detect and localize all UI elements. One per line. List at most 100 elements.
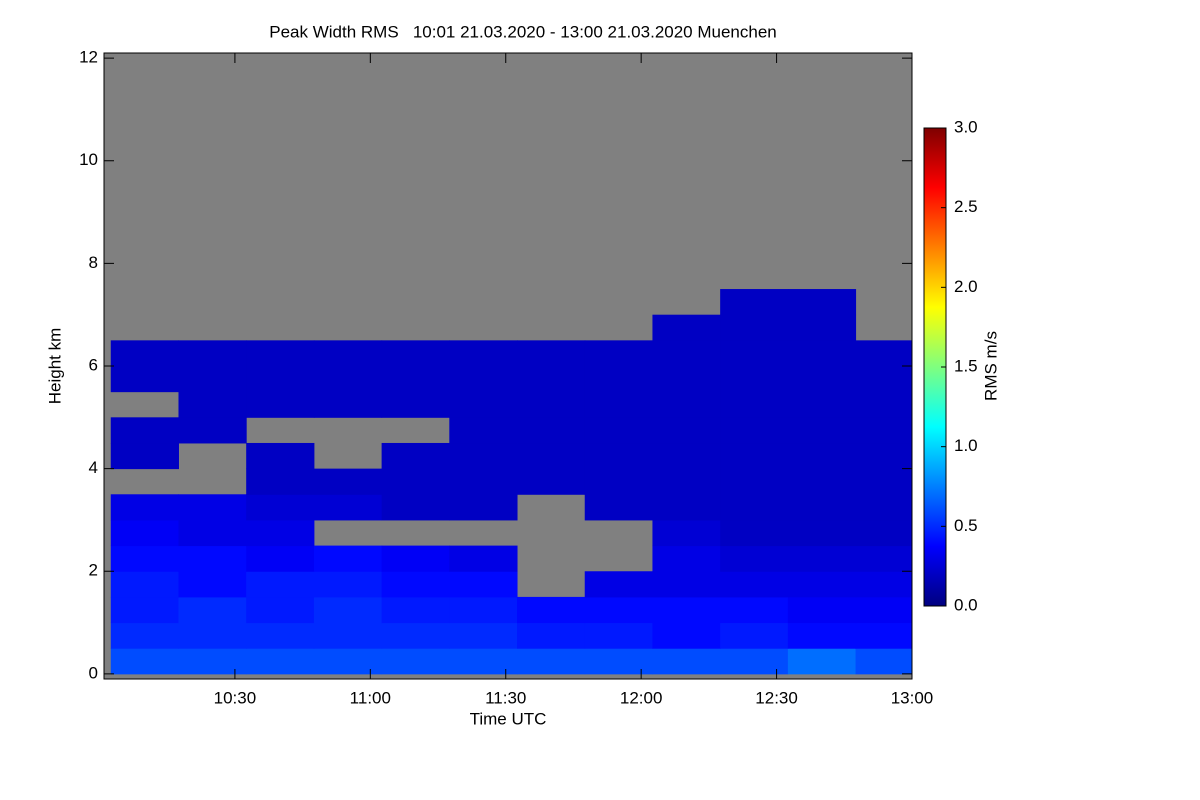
heatmap-cell — [449, 340, 518, 367]
heatmap-cell — [178, 596, 247, 624]
heatmap-cell — [720, 314, 789, 341]
heatmap-cell — [787, 596, 857, 624]
heatmap-cell — [584, 442, 653, 470]
heatmap-cell — [720, 340, 789, 367]
heatmap-cell — [246, 648, 315, 675]
heatmap-cell — [381, 468, 450, 495]
heatmap-cell — [313, 622, 383, 649]
heatmap-cell — [787, 622, 857, 649]
heatmap-cell — [787, 314, 857, 341]
heatmap-cell — [787, 571, 857, 598]
heatmap-cell — [178, 519, 247, 547]
x-tick-label: 11:30 — [485, 688, 526, 707]
heatmap-cell — [720, 366, 789, 393]
heatmap-cell — [381, 571, 450, 598]
heatmap-cell — [720, 289, 789, 316]
heatmap-cell — [381, 391, 450, 418]
colorbar-tick-label: 3.0 — [954, 117, 978, 136]
x-tick-label: 10:30 — [214, 688, 257, 707]
heatmap-cell — [787, 442, 857, 470]
colorbar-tick-label: 0.0 — [954, 595, 978, 614]
heatmap-cell — [855, 366, 912, 393]
heatmap-cell — [787, 494, 857, 521]
colorbar-tick-label: 1.5 — [954, 356, 978, 375]
heatmap-cell — [855, 442, 912, 470]
heatmap-cell — [110, 366, 179, 393]
heatmap-cell — [449, 366, 518, 393]
heatmap-cell — [449, 545, 518, 572]
heatmap-cell — [787, 648, 857, 675]
heatmap-cell — [381, 648, 450, 675]
heatmap-cell — [855, 519, 912, 547]
heatmap-cell — [787, 545, 857, 572]
heatmap-cells — [110, 289, 912, 675]
heatmap-cell — [178, 391, 247, 418]
heatmap-cell — [110, 571, 179, 598]
heatmap-cell — [178, 417, 247, 444]
heatmap-cell — [313, 391, 383, 418]
heatmap-cell — [517, 622, 586, 649]
heatmap-cell — [652, 571, 721, 598]
heatmap-cell — [449, 596, 518, 624]
heatmap-cell — [246, 366, 315, 393]
y-tick-label: 10 — [79, 150, 98, 169]
heatmap-cell — [381, 442, 450, 470]
heatmap-cell — [584, 596, 653, 624]
heatmap-cell — [720, 648, 789, 675]
heatmap-cell — [449, 417, 518, 444]
heatmap-cell — [246, 596, 315, 624]
heatmap-cell — [855, 417, 912, 444]
heatmap-cell — [787, 366, 857, 393]
heatmap-cell — [652, 468, 721, 495]
heatmap-cell — [110, 340, 179, 367]
heatmap-cell — [110, 648, 179, 675]
colorbar-tick-label: 1.0 — [954, 436, 978, 455]
y-tick-label: 0 — [89, 663, 98, 682]
heatmap-cell — [584, 622, 653, 649]
heatmap-cell — [652, 340, 721, 367]
heatmap-cell — [178, 494, 247, 521]
heatmap-cell — [787, 340, 857, 367]
heatmap-cell — [652, 314, 721, 341]
heatmap-cell — [720, 519, 789, 547]
heatmap-cell — [178, 545, 247, 572]
heatmap-cell — [517, 391, 586, 418]
y-tick-label: 2 — [89, 561, 98, 580]
x-axis-label: Time UTC — [470, 709, 547, 728]
heatmap-cell — [855, 648, 912, 675]
heatmap-cell — [110, 494, 179, 521]
y-axis-label: Height km — [45, 328, 64, 405]
heatmap-cell — [787, 519, 857, 547]
heatmap-cell — [110, 545, 179, 572]
heatmap-cell — [110, 442, 179, 470]
heatmap-cell — [381, 622, 450, 649]
heatmap-cell — [178, 366, 247, 393]
heatmap-cell — [178, 622, 247, 649]
heatmap-cell — [720, 494, 789, 521]
heatmap-cell — [855, 596, 912, 624]
heatmap-cell — [178, 648, 247, 675]
heatmap-cell — [584, 648, 653, 675]
y-tick-label: 6 — [89, 355, 98, 374]
heatmap-cell — [517, 596, 586, 624]
y-tick-label: 12 — [79, 48, 98, 67]
heatmap-cell — [381, 340, 450, 367]
heatmap-cell — [449, 442, 518, 470]
heatmap-cell — [855, 622, 912, 649]
heatmap-cell — [517, 366, 586, 393]
heatmap-cell — [246, 494, 315, 521]
heatmap-cell — [313, 571, 383, 598]
heatmap-cell — [855, 391, 912, 418]
x-tick-label: 13:00 — [891, 688, 934, 707]
heatmap-cell — [652, 494, 721, 521]
heatmap-cell — [720, 391, 789, 418]
heatmap-cell — [246, 571, 315, 598]
heatmap-cell — [787, 417, 857, 444]
heatmap-cell — [720, 468, 789, 495]
heatmap-cell — [720, 417, 789, 444]
heatmap-cell — [517, 442, 586, 470]
heatmap-cell — [517, 417, 586, 444]
heatmap-cell — [584, 340, 653, 367]
heatmap-cell — [720, 442, 789, 470]
